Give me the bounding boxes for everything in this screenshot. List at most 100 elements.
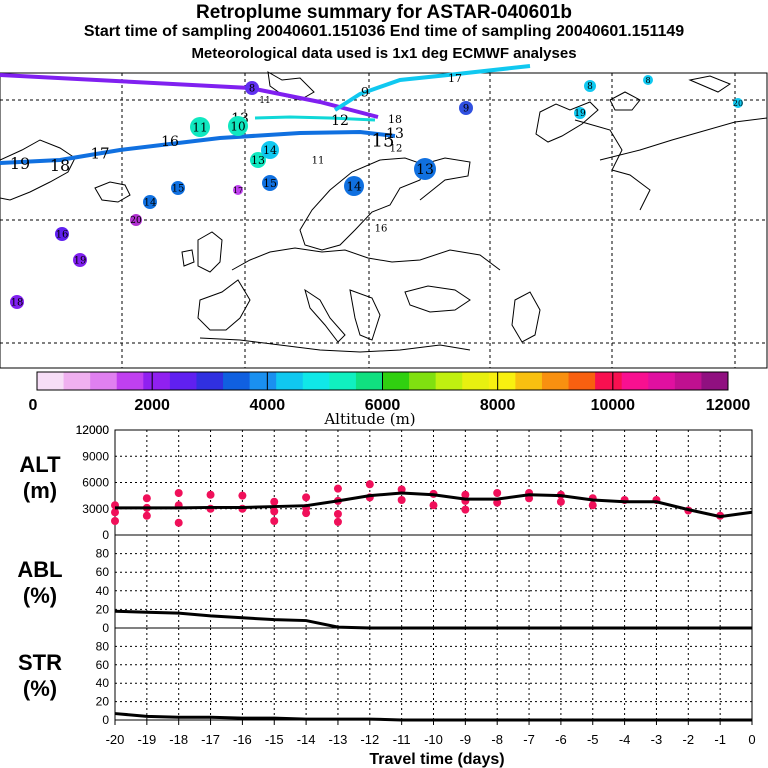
plume-marker: 15 <box>262 175 278 191</box>
x-tick-label: -4 <box>619 732 631 747</box>
plume-marker-dot <box>344 176 364 196</box>
scatter-point <box>588 501 597 510</box>
plume-marker: 17 <box>233 185 243 195</box>
plume-marker: 12 <box>390 144 403 155</box>
colorbar-swatch <box>568 372 596 390</box>
plume-marker: 9 <box>459 101 473 115</box>
plume-marker: 14 <box>143 195 157 209</box>
plume-marker-label: 8 <box>249 84 255 95</box>
scatter-point <box>461 505 470 514</box>
plume-marker: 18 <box>388 113 402 126</box>
plume-marker-label: 8 <box>587 82 593 92</box>
plume-marker-dot <box>414 158 436 180</box>
x-tick-label: -8 <box>491 732 503 747</box>
plume-marker-label: 17 <box>90 144 109 162</box>
x-tick-label: -2 <box>683 732 695 747</box>
plume-marker: 17 <box>448 72 462 85</box>
plume-marker-label: 14 <box>346 179 362 193</box>
trajectory-cyan <box>333 64 531 112</box>
plume-marker-dot <box>10 295 24 309</box>
plume-marker-dot <box>228 116 248 136</box>
colorbar-tick-label: 0 <box>29 397 38 414</box>
plume-marker-label: 12 <box>331 113 349 129</box>
scatter-point <box>111 517 119 525</box>
plume-marker-label: 18 <box>388 113 402 126</box>
colorbar-swatch <box>462 372 490 390</box>
plume-marker-label: 18 <box>11 298 24 309</box>
colorbar-swatch <box>302 372 330 390</box>
scatter-point <box>142 511 151 520</box>
y-tick-label: 20 <box>96 695 110 709</box>
x-tick-label: -7 <box>523 732 535 747</box>
trajectory-teal <box>254 115 376 122</box>
panel-yunit: (%) <box>23 676 57 701</box>
plume-marker-label: 11 <box>259 96 270 106</box>
x-tick-label: -6 <box>555 732 567 747</box>
x-tick-label: -11 <box>393 732 411 747</box>
panel-ylabel: STR <box>18 650 62 675</box>
plume-marker-label: 13 <box>386 126 404 142</box>
plume-marker-label: 17 <box>448 72 462 85</box>
panel-yunit: (%) <box>23 583 57 608</box>
y-tick-label: 9000 <box>82 449 109 463</box>
timeseries-panels: 03000600090001200012000ALT(m)020406080AB… <box>17 423 755 768</box>
altitude-colorbar: 0 2000 4000 6000 8000 10000 12000 Altitude (m) <box>29 371 751 428</box>
x-tick-label: -16 <box>233 732 252 747</box>
colorbar-tick-label: 10000 <box>591 397 636 414</box>
colorbar-swatch <box>409 372 437 390</box>
plume-marker: 20 <box>130 214 142 226</box>
page-title: Retroplume summary for ASTAR-040601b <box>196 2 572 23</box>
plume-marker-dot <box>262 175 278 191</box>
plume-marker: 14 <box>261 141 279 159</box>
plume-marker: 11 <box>259 96 270 106</box>
colorbar-tick-label: 4000 <box>250 397 286 414</box>
plume-marker: 13 <box>414 158 436 180</box>
plume-marker-dot <box>55 227 69 241</box>
plume-marker-dot <box>233 185 243 195</box>
plume-marker: 16 <box>375 224 388 235</box>
plume-marker-dot <box>459 101 473 115</box>
x-tick-label: 0 <box>748 732 755 747</box>
plume-marker-label: 20 <box>733 99 743 108</box>
plume-marker: 19 <box>73 253 87 267</box>
y-tick-label: 40 <box>96 676 110 690</box>
scatter-point <box>142 494 151 503</box>
colorbar-swatch <box>648 372 676 390</box>
plume-marker: 8 <box>643 75 653 85</box>
x-tick-label: -17 <box>201 732 220 747</box>
scatter-point <box>302 493 311 502</box>
scatter-point <box>397 485 406 494</box>
colorbar-tick-label: 12000 <box>706 397 751 414</box>
plume-marker: 12 <box>331 113 349 129</box>
colorbar-swatch <box>674 372 702 390</box>
x-tick-label: -19 <box>137 732 156 747</box>
x-tick-label: -15 <box>265 732 284 747</box>
plume-marker-dot <box>250 152 266 168</box>
colorbar-swatch <box>355 372 383 390</box>
plume-marker-label: 20 <box>130 216 142 226</box>
plume-marker: 13 <box>250 152 266 168</box>
plume-marker-dot <box>130 214 142 226</box>
plume-marker: 11 <box>190 117 210 137</box>
colorbar-swatch <box>116 372 144 390</box>
plume-marker: 16 <box>55 227 69 241</box>
plume-marker: 8 <box>245 81 259 95</box>
plume-marker: 8 <box>584 80 596 92</box>
plume-marker-label: 16 <box>375 224 388 235</box>
x-tick-label: -1 <box>714 732 726 747</box>
plume-marker-dot <box>261 141 279 159</box>
x-tick-label: -5 <box>587 732 599 747</box>
plume-marker-dot <box>143 195 157 209</box>
plume-marker: 19 <box>10 154 30 173</box>
plume-marker-label: 13 <box>251 154 265 167</box>
plume-marker: 11 <box>312 156 325 167</box>
colorbar-swatch <box>196 372 224 390</box>
plume-marker-dot <box>171 181 185 195</box>
plume-marker-label: 15 <box>172 184 185 195</box>
x-tick-label: -13 <box>329 732 348 747</box>
plume-marker: 18 <box>50 156 70 175</box>
colorbar-swatch <box>435 372 463 390</box>
plume-marker-dot <box>73 253 87 267</box>
colorbar-swatch <box>276 372 304 390</box>
